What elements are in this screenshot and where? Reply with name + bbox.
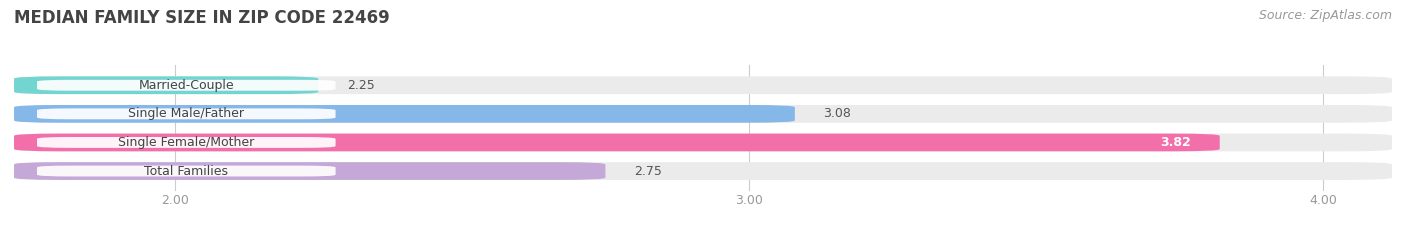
FancyBboxPatch shape xyxy=(14,105,1392,123)
FancyBboxPatch shape xyxy=(37,166,336,176)
Text: 3.82: 3.82 xyxy=(1160,136,1191,149)
FancyBboxPatch shape xyxy=(14,134,1219,151)
Text: Total Families: Total Families xyxy=(145,164,228,178)
Text: Single Female/Mother: Single Female/Mother xyxy=(118,136,254,149)
Text: MEDIAN FAMILY SIZE IN ZIP CODE 22469: MEDIAN FAMILY SIZE IN ZIP CODE 22469 xyxy=(14,9,389,27)
Text: Source: ZipAtlas.com: Source: ZipAtlas.com xyxy=(1258,9,1392,22)
Text: Single Male/Father: Single Male/Father xyxy=(128,107,245,120)
FancyBboxPatch shape xyxy=(14,76,318,94)
FancyBboxPatch shape xyxy=(37,108,336,119)
FancyBboxPatch shape xyxy=(14,105,794,123)
FancyBboxPatch shape xyxy=(14,134,1392,151)
Text: 2.25: 2.25 xyxy=(347,79,375,92)
FancyBboxPatch shape xyxy=(14,76,1392,94)
FancyBboxPatch shape xyxy=(37,80,336,91)
FancyBboxPatch shape xyxy=(14,162,1392,180)
Text: 2.75: 2.75 xyxy=(634,164,662,178)
FancyBboxPatch shape xyxy=(14,162,606,180)
Text: 3.08: 3.08 xyxy=(824,107,852,120)
FancyBboxPatch shape xyxy=(37,137,336,148)
Text: Married-Couple: Married-Couple xyxy=(138,79,235,92)
